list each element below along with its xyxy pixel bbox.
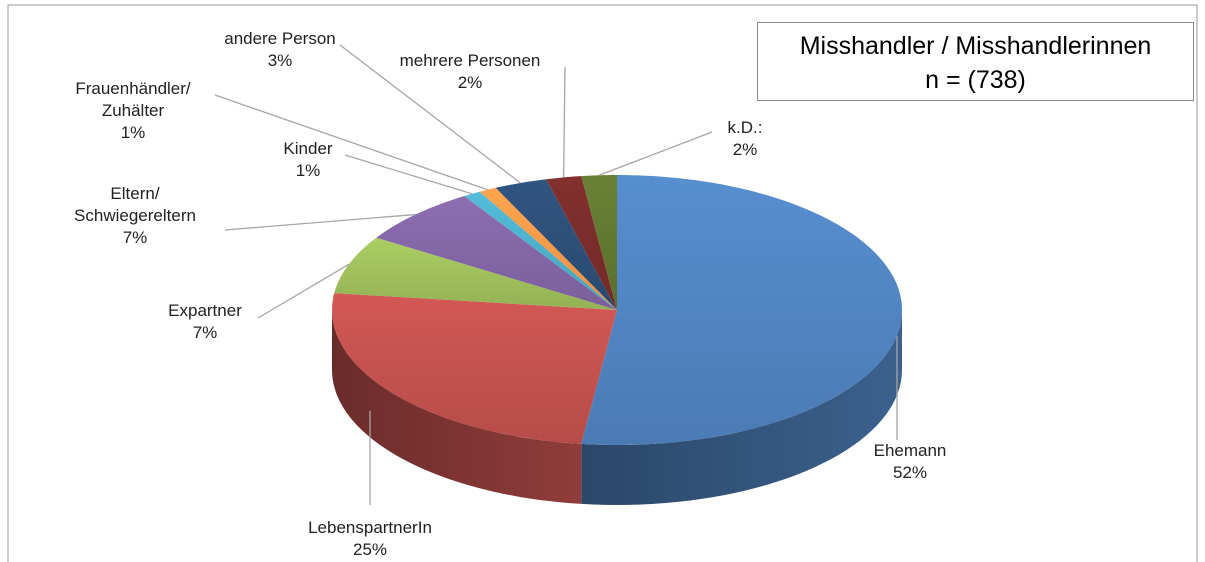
leader-line bbox=[257, 263, 350, 319]
slice-label: Kinder bbox=[283, 139, 333, 158]
leader-line bbox=[344, 154, 473, 195]
slice-label: Expartner bbox=[168, 301, 242, 320]
slice-label: Eltern/ Schwiegereltern bbox=[74, 184, 196, 225]
slice-label: Ehemann bbox=[873, 441, 947, 460]
title-box: Misshandler / Misshandlerinnen n = (738) bbox=[757, 22, 1194, 101]
slice bbox=[332, 293, 617, 444]
value-label: 3% bbox=[267, 51, 293, 70]
slice-label: k.D.: bbox=[727, 118, 763, 137]
slice-side bbox=[581, 310, 902, 505]
value-label: 1% bbox=[120, 123, 146, 142]
leader-line bbox=[562, 66, 566, 178]
leader-line bbox=[339, 44, 521, 184]
slice bbox=[464, 191, 617, 310]
value-label: 7% bbox=[122, 228, 148, 247]
value-label: 25% bbox=[352, 540, 388, 559]
leader-line bbox=[224, 213, 416, 231]
slice bbox=[546, 176, 617, 310]
slice bbox=[479, 187, 617, 310]
value-label: 2% bbox=[732, 140, 758, 159]
slice-label: mehrere Personen bbox=[399, 51, 541, 70]
leader-line bbox=[214, 94, 488, 191]
chart-subtitle: n = (738) bbox=[925, 66, 1026, 94]
leader-line bbox=[598, 131, 713, 176]
slice-side bbox=[332, 310, 582, 504]
slice-label: LebenspartnerIn bbox=[308, 518, 432, 537]
value-label: 7% bbox=[192, 323, 218, 342]
slice-label: andere Person bbox=[224, 29, 336, 48]
slice bbox=[581, 175, 902, 445]
slice bbox=[376, 196, 617, 310]
value-label: 1% bbox=[295, 161, 321, 180]
slice bbox=[334, 237, 617, 310]
value-label: 52% bbox=[892, 463, 928, 482]
slice bbox=[495, 179, 617, 310]
frame bbox=[7, 4, 1198, 562]
chart-title: Misshandler / Misshandlerinnen bbox=[799, 32, 1152, 60]
slice bbox=[581, 175, 617, 310]
value-label: 2% bbox=[457, 73, 483, 92]
slice-label: Frauenhändler/ Zuhälter bbox=[75, 79, 191, 120]
